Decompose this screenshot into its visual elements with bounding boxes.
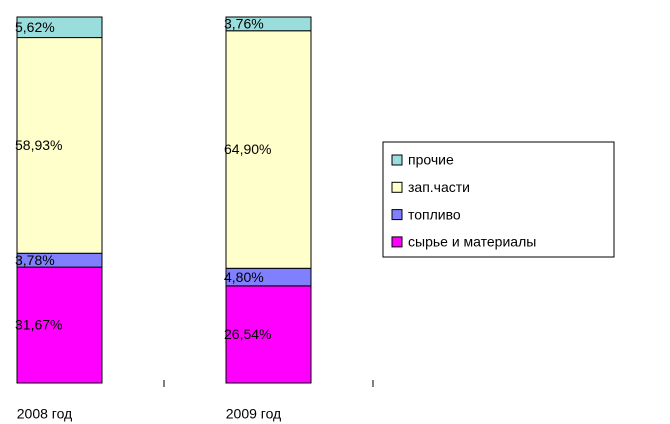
legend-label: прочие	[408, 152, 454, 168]
data-label: 58,93%	[15, 137, 62, 153]
legend-swatch	[391, 181, 403, 193]
bar-segment	[225, 16, 312, 32]
legend-label: зап.части	[408, 179, 470, 195]
bar-segment	[16, 37, 103, 254]
bar-segment	[225, 285, 312, 384]
data-label: 3,76%	[224, 16, 264, 32]
bar-segment	[16, 266, 103, 384]
bar-segment	[225, 30, 312, 269]
legend-box	[382, 141, 615, 258]
x-tick-label: 2008 год	[17, 406, 72, 422]
legend-swatch	[391, 154, 403, 166]
legend-label: сырье и материалы	[408, 234, 536, 250]
data-label: 26,54%	[224, 326, 271, 342]
x-tick-label: 2009 год	[226, 406, 281, 422]
data-label: 3,78%	[15, 252, 55, 268]
data-label: 4,80%	[224, 269, 264, 285]
legend-label: топливо	[408, 206, 461, 222]
bar-segment	[16, 16, 103, 39]
data-label: 31,67%	[15, 317, 62, 333]
data-label: 64,90%	[224, 141, 271, 157]
data-label: 5,62%	[15, 19, 55, 35]
legend-swatch	[391, 209, 403, 221]
legend-swatch	[391, 236, 403, 248]
